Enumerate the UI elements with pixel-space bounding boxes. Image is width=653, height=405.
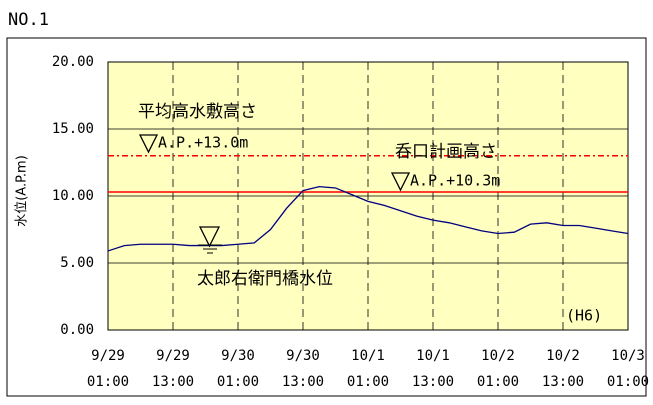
x-tick-label: 13:00 [282,374,324,390]
y-tick-label: 15.00 [52,121,94,137]
x-tick-label: 13:00 [152,374,194,390]
reference-value-label: A.P.+10.3m [410,172,500,190]
reference-value-label: A.P.+13.0m [158,134,248,152]
frame [6,37,647,397]
x-tick-label: 01:00 [607,374,649,390]
x-tick-label: 01:00 [347,374,389,390]
x-tick-label: 01:00 [87,374,129,390]
triangle-marker [198,226,221,248]
x-tick-label: 10/1 [416,348,450,364]
note: (H6) [566,307,602,325]
x-tick-label: 10/2 [546,348,580,364]
x-tick-label: 9/30 [286,348,320,364]
annotation: 太郎右衛門橋水位 [197,269,333,289]
y-tick-label: 0.00 [60,322,94,338]
x-tick-label: 10/3 [611,348,645,364]
x-tick-label: 9/29 [91,348,125,364]
x-tick-label: 10/2 [481,348,515,364]
y-tick-label: 5.00 [60,255,94,271]
data-line [107,185,629,252]
y-tick-label: 20.00 [52,54,94,70]
x-tick-label: 01:00 [217,374,259,390]
x-tick-label: 01:00 [477,374,519,390]
x-tick-label: 9/29 [156,348,190,364]
y-tick-label: 10.00 [52,188,94,204]
reference-name: 呑口計画高さ [395,142,497,162]
x-tick-label: 9/30 [221,348,255,364]
y-axis-label: 水位(A.P.m) [15,155,30,227]
triangle-marker [390,172,411,192]
chart-title: NO.1 [8,10,49,30]
x-tick-label: 13:00 [412,374,454,390]
x-tick-label: 13:00 [542,374,584,390]
x-tick-label: 10/1 [351,348,385,364]
triangle-marker [138,134,159,154]
reference-name: 平均高水敷高さ [138,102,257,122]
